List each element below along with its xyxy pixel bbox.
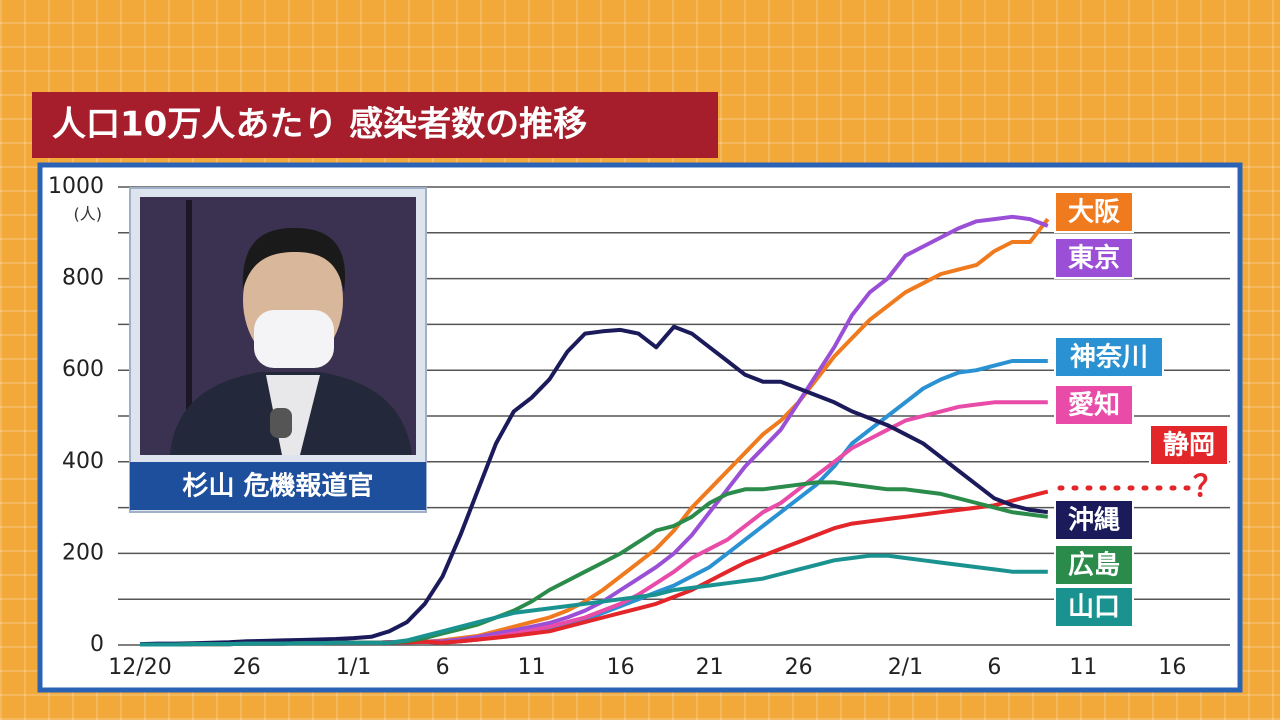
x-tick-label: 16 (1158, 655, 1186, 680)
series-line (140, 553, 1048, 647)
legend-swatch (1054, 336, 1164, 378)
caption-bar (130, 462, 426, 510)
y-tick-label: 1000 (48, 174, 104, 199)
x-tick-label: 1/1 (336, 655, 371, 680)
x-tick-label: 21 (696, 655, 724, 680)
legend-swatch (1054, 384, 1134, 426)
annotation: ？ (1193, 470, 1223, 505)
y-tick-label: 0 (90, 632, 104, 657)
photo-person-hair (242, 228, 346, 292)
y-tick-label: 400 (62, 449, 104, 474)
series-line (139, 324, 1049, 647)
x-tick-label: 2/1 (888, 655, 923, 680)
x-tick-label: 12/20 (108, 655, 171, 680)
legend-swatch (1149, 424, 1229, 466)
x-tick-label: 16 (607, 655, 635, 680)
y-unit: (人) (74, 205, 103, 224)
photo-mask (254, 310, 334, 368)
x-tick-label: 6 (436, 655, 450, 680)
inset: 杉山 危機報道官 (129, 187, 427, 513)
legend-label: 愛知 (1068, 391, 1120, 421)
photo-mic (270, 408, 292, 438)
legend-label: 山口 (1068, 593, 1120, 623)
inset-caption: 杉山 危機報道官 (182, 471, 373, 502)
legend-label: 静岡 (1163, 430, 1215, 461)
x-tick-label: 26 (785, 655, 813, 680)
legend-label: 沖縄 (1068, 506, 1120, 536)
x-tick-label: 26 (233, 655, 261, 680)
x-tick-label: 11 (1069, 655, 1097, 680)
y-tick-label: 600 (62, 357, 104, 382)
photo-detail (186, 200, 192, 450)
legend-swatch (1054, 544, 1134, 586)
y-tick-label: 200 (62, 540, 104, 565)
legend-swatch (1054, 191, 1134, 233)
legend-label: 東京 (1068, 243, 1120, 274)
x-tick-label: 11 (518, 655, 546, 680)
legend-label: 広島 (1068, 550, 1120, 581)
legend-swatch (1054, 237, 1134, 279)
chart-title: 人口10万人あたり 感染者数の推移 (52, 105, 587, 145)
legend-swatch (1054, 499, 1134, 541)
legend-swatch (1054, 586, 1134, 628)
title-bar (32, 92, 718, 158)
y-tick-label: 800 (62, 266, 104, 291)
legend-label: 神奈川 (1070, 343, 1148, 373)
x-tick-label: 6 (987, 655, 1001, 680)
legend-label: 大阪 (1068, 198, 1120, 228)
